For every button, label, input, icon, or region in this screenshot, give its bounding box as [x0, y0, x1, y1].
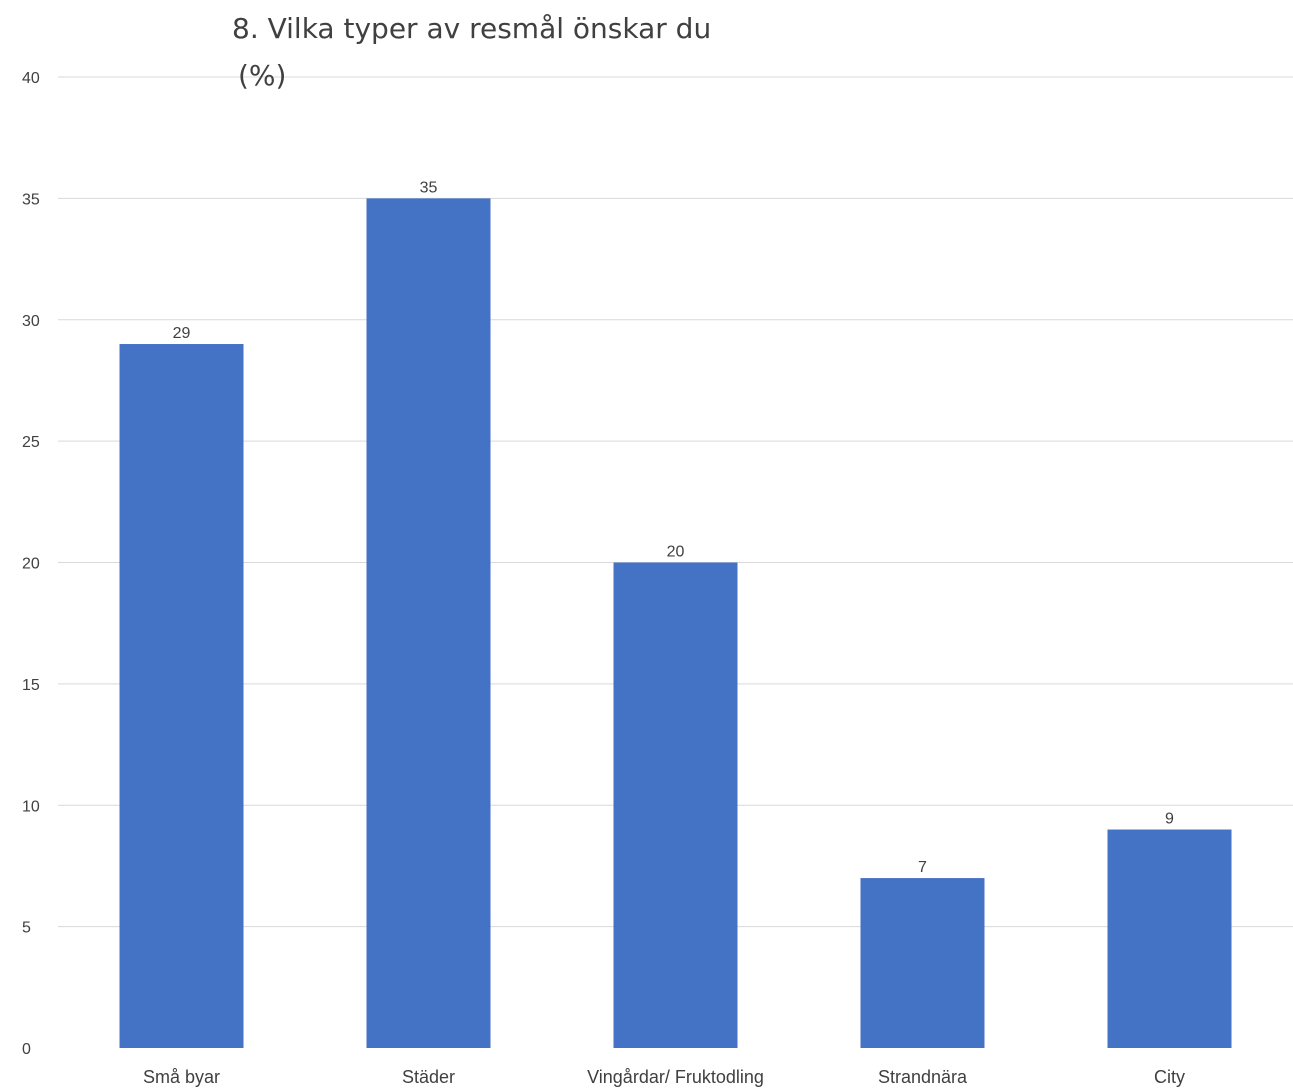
x-category-label-1: Städer — [402, 1067, 455, 1087]
data-label-3: 7 — [918, 859, 927, 876]
y-tick-label: 10 — [22, 798, 40, 815]
y-tick-label: 20 — [22, 556, 40, 573]
y-tick-label: 25 — [22, 434, 40, 451]
chart-title-line-1: 8. Vilka typer av resmål önskar du — [232, 12, 711, 45]
x-category-label-0: Små byar — [143, 1067, 220, 1087]
bar-3 — [860, 878, 985, 1048]
data-labels: 29 35 20 7 9 — [173, 179, 1174, 876]
x-category-label-4: City — [1154, 1067, 1185, 1087]
y-tick-label: 15 — [22, 677, 40, 694]
bar-1 — [366, 198, 491, 1048]
data-label-4: 9 — [1165, 811, 1174, 828]
y-tick-label: 40 — [22, 70, 40, 87]
chart-title: 8. Vilka typer av resmål önskar du (%) — [232, 12, 711, 92]
x-category-label-3: Strandnära — [878, 1067, 968, 1087]
chart-title-line-2: (%) — [238, 59, 286, 92]
x-axis-labels: Små byar Städer Vingårdar/ Fruktodling Stra… — [143, 1067, 1185, 1087]
data-label-2: 20 — [667, 544, 685, 561]
y-tick-label: 5 — [22, 920, 31, 937]
bars — [119, 198, 1232, 1048]
y-axis-ticks: 0 5 10 15 20 25 30 35 40 — [22, 70, 40, 1058]
data-label-1: 35 — [420, 179, 438, 196]
bar-2 — [613, 562, 738, 1048]
x-category-label-2: Vingårdar/ Fruktodling — [587, 1067, 764, 1087]
bar-0 — [119, 344, 244, 1048]
y-tick-label: 30 — [22, 313, 40, 330]
y-tick-label: 35 — [22, 191, 40, 208]
bar-4 — [1107, 829, 1232, 1048]
data-label-0: 29 — [173, 325, 191, 342]
y-tick-label: 0 — [22, 1041, 31, 1058]
